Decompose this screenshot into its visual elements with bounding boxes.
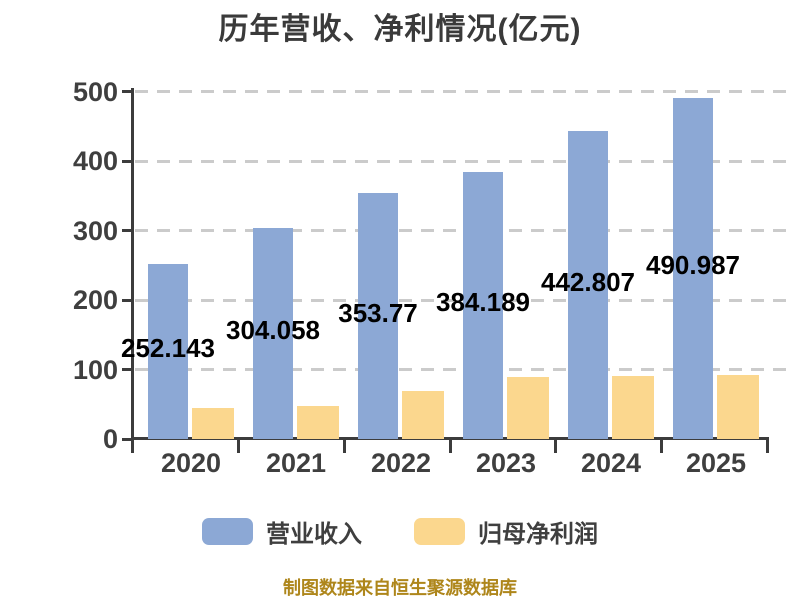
x-tick-label-2024: 2024 [580,448,642,478]
y-axis-tick-300 [122,229,131,232]
y-tick-label-500: 500 [72,76,118,107]
revenue-bar-2023 [463,171,503,439]
revenue-value-label-2025: 490.987 [646,249,740,280]
legend-swatch-revenue [202,518,253,545]
x-tick-label-2023: 2023 [475,448,537,478]
gridline-500 [135,90,793,93]
x-tick-label-2022: 2022 [370,448,432,478]
revenue-value-label-2022: 353.77 [338,297,418,328]
legend-swatch-profit [414,518,465,545]
revenue-bar-2020 [148,263,188,439]
legend-label-revenue: 营业收入 [266,521,362,548]
y-axis-tick-400 [122,159,131,163]
x-axis-tick-0 [131,439,134,453]
x-axis-tick-6 [766,439,769,453]
y-tick-label-400: 400 [72,146,118,176]
revenue-bar-2021 [253,227,293,439]
revenue-value-label-2023: 384.189 [436,287,530,318]
x-axis-tick-4 [554,439,558,453]
profit-bar-2025 [717,374,759,439]
revenue-bar-2022 [358,193,398,439]
revenue-bar-2024 [568,131,608,439]
y-axis-tick-200 [122,298,131,302]
y-axis-tick-0 [122,437,131,441]
y-axis-line [131,88,134,453]
profit-bar-2023 [507,377,549,439]
x-tick-label-2021: 2021 [265,448,327,478]
y-axis-tick-500 [122,90,131,93]
y-tick-label-200: 200 [72,285,118,315]
y-tick-label-0: 0 [102,424,118,454]
profit-bar-2020 [192,408,234,439]
legend: 营业收入 归母净利润 [0,514,800,549]
legend-label-profit: 归母净利润 [478,521,598,548]
profit-bar-2024 [612,376,654,439]
gridline-400 [135,159,793,163]
legend-item-revenue: 营业收入 [202,514,362,549]
profit-bar-2022 [402,391,444,439]
data-source-note: 制图数据来自恒生聚源数据库 [283,578,517,598]
y-tick-label-300: 300 [72,215,118,246]
revenue-value-label-2020: 252.143 [121,332,215,363]
revenue-bar-2025 [673,97,713,439]
y-tick-label-100: 100 [72,354,118,385]
x-axis-tick-2 [342,439,346,453]
chart-title: 历年营收、净利情况(亿元) [218,13,582,46]
x-axis-tick-1 [236,439,240,453]
x-axis-tick-5 [660,439,664,453]
revenue-value-label-2021: 304.058 [226,314,320,345]
x-tick-label-2025: 2025 [685,448,747,478]
x-tick-label-2020: 2020 [160,448,222,478]
x-axis-line [131,437,769,440]
legend-item-profit: 归母净利润 [414,514,598,549]
revenue-value-label-2024: 442.807 [541,266,635,297]
profit-bar-2021 [297,405,339,439]
y-axis-tick-100 [122,368,131,371]
x-axis-tick-3 [448,439,452,453]
